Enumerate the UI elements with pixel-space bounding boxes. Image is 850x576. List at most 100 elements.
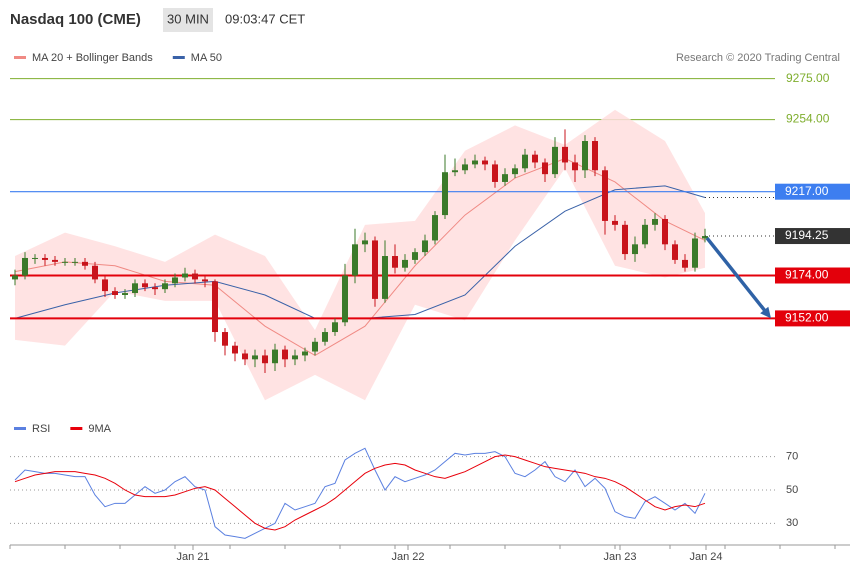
candle-body: [322, 332, 328, 342]
candle-body: [452, 170, 458, 173]
candle-body: [282, 349, 288, 360]
candle-body: [662, 218, 668, 245]
candle-body: [302, 351, 308, 356]
legend-label: MA 20 + Bollinger Bands: [32, 52, 153, 64]
candle-body: [572, 162, 578, 171]
candle-body: [702, 236, 708, 239]
candle-body: [502, 174, 508, 182]
level-label: 9174.00: [785, 268, 829, 282]
candle-body: [582, 141, 588, 171]
candle-body: [632, 244, 638, 255]
candle-body: [672, 244, 678, 260]
candle-body: [372, 240, 378, 299]
x-tick-label: Jan 23: [603, 551, 636, 563]
candle-body: [272, 349, 278, 364]
candle-body: [152, 287, 158, 290]
candle-body: [112, 291, 118, 295]
candle-body: [242, 353, 248, 360]
y-tick-label: 50: [786, 484, 798, 496]
level-label: 9217.00: [785, 184, 829, 198]
candle-body: [602, 170, 608, 221]
candle-body: [102, 279, 108, 292]
candle-body: [172, 277, 178, 284]
candle-body: [262, 355, 268, 364]
candle-body: [252, 355, 258, 360]
candle-body: [462, 164, 468, 171]
candle-body: [552, 146, 558, 175]
candle-body: [132, 283, 138, 294]
legend-swatch: [70, 427, 83, 430]
x-tick-label: Jan 22: [391, 551, 424, 563]
candle-body: [332, 322, 338, 333]
credit: Research © 2020 Trading Central: [676, 52, 840, 64]
legend-label: 9MA: [88, 423, 111, 435]
time: 09:03:47 CET: [225, 11, 305, 26]
candle-body: [142, 283, 148, 288]
candle-body: [592, 141, 598, 171]
candle-body: [292, 355, 298, 360]
candle-body: [482, 160, 488, 165]
last-price-box: [775, 228, 850, 245]
candle-body: [362, 240, 368, 245]
candle-body: [412, 252, 418, 260]
candle-body: [232, 345, 238, 354]
candle-body: [542, 162, 548, 175]
candle-body: [652, 218, 658, 225]
interval: 30 MIN: [167, 11, 209, 26]
candle-body: [72, 261, 78, 263]
legend-swatch: [14, 427, 26, 430]
candle-body: [162, 283, 168, 290]
legend-swatch: [14, 56, 26, 59]
candle-body: [422, 240, 428, 253]
candle-body: [22, 257, 28, 276]
candle-body: [692, 238, 698, 268]
forecast-arrowhead: [760, 306, 771, 319]
candle-body: [42, 257, 48, 260]
y-tick-label: 9275.00: [786, 71, 830, 85]
level-label-box: [775, 310, 850, 327]
candle-body: [522, 154, 528, 169]
candle-body: [352, 244, 358, 276]
line: [14, 158, 706, 357]
candle-body: [62, 261, 68, 263]
chart-title: Nasdaq 100 (CME): [10, 11, 141, 28]
level-label: 9152.00: [785, 311, 829, 325]
legend-label: RSI: [32, 423, 50, 435]
candle-body: [402, 259, 408, 268]
candle-body: [442, 172, 448, 216]
candle-body: [642, 224, 648, 245]
level-label-box: [775, 267, 850, 284]
candle-body: [52, 259, 58, 262]
candle-body: [192, 273, 198, 280]
legend-swatch: [172, 56, 185, 59]
candle-body: [392, 256, 398, 268]
candle-body: [682, 259, 688, 268]
y-tick-label: 9254.00: [786, 112, 830, 126]
candle-body: [472, 160, 478, 165]
candle-body: [82, 261, 88, 266]
y-tick-label: 30: [786, 517, 798, 529]
candle-body: [122, 293, 128, 295]
candle-body: [382, 256, 388, 299]
candle-body: [492, 164, 498, 182]
candle-body: [92, 265, 98, 280]
level-label-box: [775, 183, 850, 200]
line: [14, 454, 706, 531]
candle-body: [342, 275, 348, 323]
candle-body: [622, 224, 628, 255]
candle-body: [12, 275, 18, 280]
candle-body: [562, 146, 568, 163]
forecast-arrow: [705, 236, 769, 315]
candle-body: [432, 215, 438, 241]
candle-body: [32, 257, 38, 259]
last-price-label: 9194.25: [785, 228, 829, 242]
candle-body: [312, 341, 318, 352]
candle-body: [212, 281, 218, 333]
legend-label: MA 50: [191, 52, 222, 64]
y-tick-label: 70: [786, 451, 798, 463]
x-tick-label: Jan 21: [176, 551, 209, 563]
candle-body: [512, 168, 518, 175]
candle-body: [612, 220, 618, 225]
x-tick-label: Jan 24: [689, 551, 722, 563]
